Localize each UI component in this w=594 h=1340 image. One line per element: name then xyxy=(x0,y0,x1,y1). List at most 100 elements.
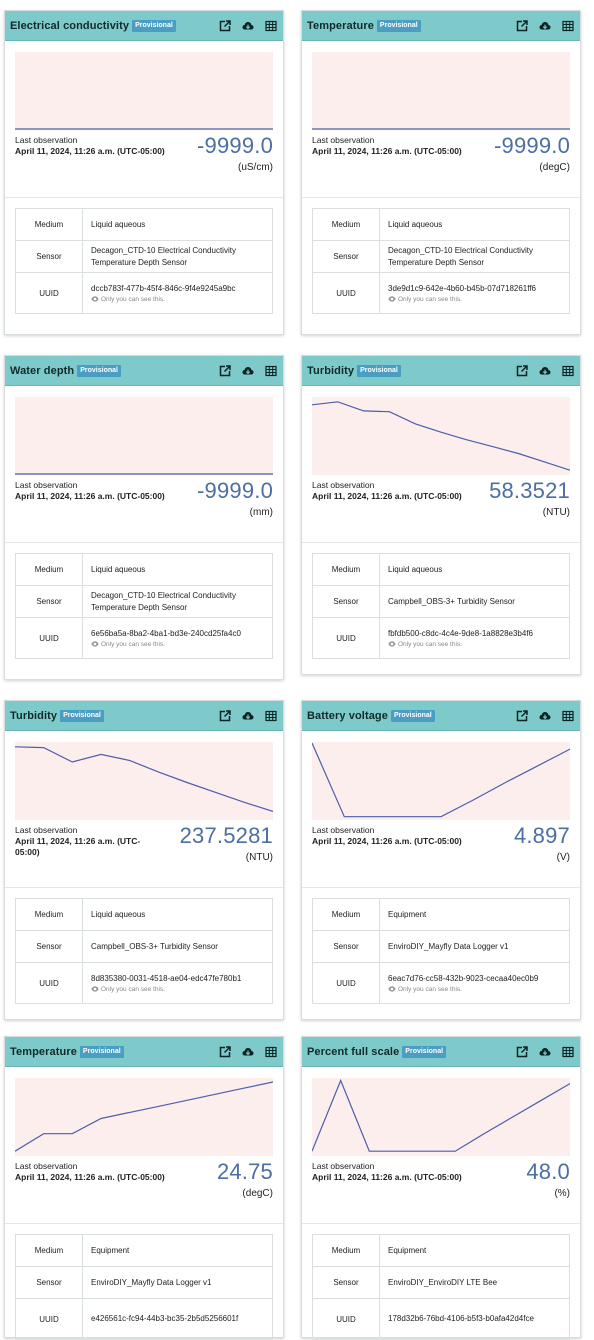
uuid-label: UUID xyxy=(15,962,83,1004)
table-icon[interactable] xyxy=(562,710,574,722)
uuid-value: 6e56ba5a-8ba2-4ba1-bd3e-240cd25fa4c0 xyxy=(91,628,241,638)
download-icon[interactable] xyxy=(539,20,551,32)
external-link-icon[interactable] xyxy=(219,364,231,377)
download-icon[interactable] xyxy=(539,710,551,722)
external-link-icon[interactable] xyxy=(219,1045,231,1058)
latest-value: -9999.0 xyxy=(196,478,273,503)
last-observation-date: April 11, 2024, 11:26 a.m. (UTC-05:00) xyxy=(15,491,165,501)
table-icon[interactable] xyxy=(562,365,574,377)
eye-icon xyxy=(388,986,396,992)
latest-value: -9999.0 xyxy=(493,133,570,158)
value-unit: (NTU) xyxy=(542,507,570,518)
sensor-label: Sensor xyxy=(15,585,83,618)
visibility-note-text: Only you can see this. xyxy=(101,985,165,993)
external-link-icon[interactable] xyxy=(219,19,231,32)
download-icon[interactable] xyxy=(242,1046,254,1058)
value-unit: (degC) xyxy=(242,1188,273,1199)
card-title: Battery voltage xyxy=(307,709,388,722)
download-icon[interactable] xyxy=(539,365,551,377)
visibility-note: Only you can see this. xyxy=(388,295,565,304)
download-icon[interactable] xyxy=(539,1046,551,1058)
value-unit: (V) xyxy=(556,852,570,863)
sensor-label: Sensor xyxy=(312,1266,380,1299)
medium-value: Liquid aqueous xyxy=(379,208,570,241)
sparkline-chart xyxy=(15,1078,273,1156)
provisional-badge: Provisional xyxy=(357,364,401,377)
value-unit: (NTU) xyxy=(245,852,273,863)
uuid-label: UUID xyxy=(312,962,380,1004)
visibility-note-text: Only you can see this. xyxy=(398,640,462,648)
metadata-table: Medium Liquid aqueous Sensor Decagon_CTD-1… xyxy=(15,553,273,659)
medium-value: Equipment xyxy=(379,1234,570,1267)
sensor-value: EnviroDIY_Mayfly Data Logger v1 xyxy=(379,930,570,963)
sparkline-svg xyxy=(312,1078,570,1156)
sparkline-svg xyxy=(312,52,570,130)
medium-label: Medium xyxy=(15,898,83,931)
card-header: Electrical conductivity Provisional xyxy=(5,11,283,41)
download-icon[interactable] xyxy=(242,710,254,722)
result-card-temperature: Temperature Provisional Last observation… xyxy=(4,1036,284,1340)
external-link-icon[interactable] xyxy=(516,1045,528,1058)
last-observation-label: Last observation xyxy=(15,1161,78,1171)
provisional-badge: Provisional xyxy=(77,364,121,377)
sensor-value: Decagon_CTD-10 Electrical Conductivity T… xyxy=(379,240,570,273)
result-card-electrical-conductivity: Electrical conductivity Provisional Last… xyxy=(4,10,284,335)
sparkline-chart xyxy=(312,52,570,130)
table-icon[interactable] xyxy=(265,365,277,377)
sparkline-chart xyxy=(15,397,273,475)
sparkline-svg xyxy=(15,52,273,130)
metadata-table: Medium Equipment Sensor EnviroDIY_Mayfly D… xyxy=(312,898,570,1004)
eye-icon xyxy=(91,986,99,992)
uuid-label: UUID xyxy=(15,617,83,659)
sparkline-svg xyxy=(15,742,273,820)
card-title: Electrical conductivity xyxy=(10,19,130,32)
table-icon[interactable] xyxy=(265,710,277,722)
table-icon[interactable] xyxy=(265,1046,277,1058)
uuid-value: dccb783f-477b-45f4-846c-9f4e9245a9bc xyxy=(91,283,236,293)
divider xyxy=(302,197,580,198)
last-observation-label: Last observation xyxy=(312,1161,375,1171)
visibility-note: Only you can see this. xyxy=(388,640,565,649)
last-observation-label: Last observation xyxy=(312,480,375,490)
last-observation-label: Last observation xyxy=(15,480,78,490)
value-unit: (uS/cm) xyxy=(238,162,273,173)
external-link-icon[interactable] xyxy=(516,19,528,32)
eye-icon xyxy=(388,641,396,647)
table-icon[interactable] xyxy=(562,20,574,32)
medium-label: Medium xyxy=(312,553,380,586)
sensor-value: Campbell_OBS-3+ Turbidity Sensor xyxy=(379,585,570,618)
medium-value: Liquid aqueous xyxy=(379,553,570,586)
medium-label: Medium xyxy=(312,898,380,931)
uuid-label: UUID xyxy=(312,272,380,314)
sensor-label: Sensor xyxy=(15,240,83,273)
card-title: Temperature xyxy=(307,19,374,32)
card-header: Battery voltage Provisional xyxy=(302,701,580,731)
latest-value: 58.3521 xyxy=(489,478,570,503)
download-icon[interactable] xyxy=(242,365,254,377)
last-observation-date: April 11, 2024, 11:26 a.m. (UTC-05:00) xyxy=(312,836,462,846)
medium-label: Medium xyxy=(312,208,380,241)
result-card-turbidity: Turbidity Provisional Last observation A… xyxy=(301,355,581,675)
divider xyxy=(5,1223,283,1224)
last-observation-label: Last observation xyxy=(312,825,375,835)
external-link-icon[interactable] xyxy=(516,364,528,377)
external-link-icon[interactable] xyxy=(219,709,231,722)
visibility-note-text: Only you can see this. xyxy=(101,640,165,648)
visibility-note: Only you can see this. xyxy=(91,985,268,994)
sparkline-chart xyxy=(15,52,273,130)
uuid-label: UUID xyxy=(15,272,83,314)
download-icon[interactable] xyxy=(242,20,254,32)
table-icon[interactable] xyxy=(265,20,277,32)
chart-background xyxy=(312,397,570,475)
sensor-label: Sensor xyxy=(15,930,83,963)
last-observation-date: April 11, 2024, 11:26 a.m. (UTC-05:00) xyxy=(312,146,462,156)
divider xyxy=(5,887,283,888)
provisional-badge: Provisional xyxy=(376,19,421,32)
external-link-icon[interactable] xyxy=(516,709,528,722)
sparkline-svg xyxy=(15,397,273,475)
table-icon[interactable] xyxy=(562,1046,574,1058)
sensor-value: EnviroDIY_Mayfly Data Logger v1 xyxy=(82,1266,273,1299)
last-observation-date: April 11, 2024, 11:26 a.m. (UTC-05:00) xyxy=(15,1172,165,1182)
uuid-value: 178d32b6-76bd-4106-b5f3-b0afa42d4fce xyxy=(388,1314,534,1323)
sensor-value: EnviroDIY_EnviroDIY LTE Bee xyxy=(379,1266,570,1299)
